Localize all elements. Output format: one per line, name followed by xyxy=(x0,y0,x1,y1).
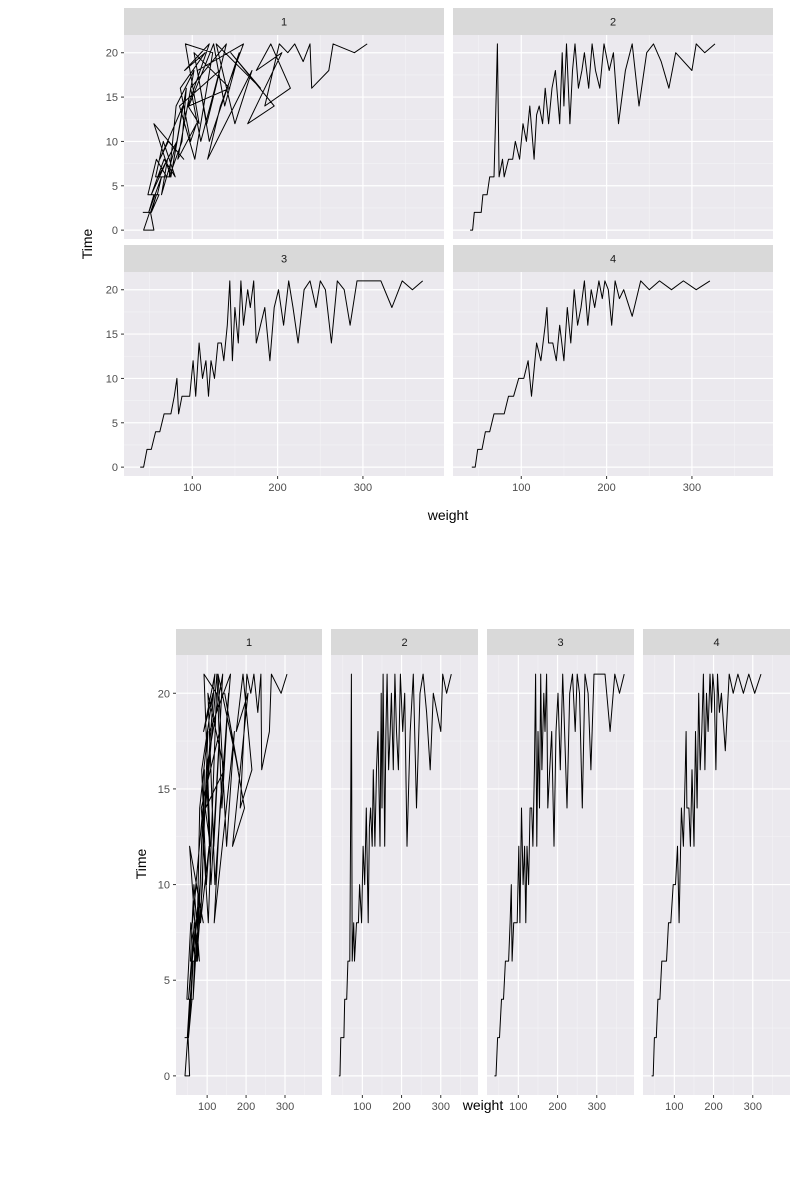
series-line-3 xyxy=(494,673,625,1077)
series-line-1 xyxy=(142,43,368,231)
facet-panel-3: 3 0 5 10 15 20 100 200 300 xyxy=(106,245,444,494)
x-axis-title: weight xyxy=(427,507,469,523)
facet-strip-label: 4 xyxy=(610,254,616,266)
panel-background xyxy=(487,655,634,1095)
y-axis-title: Time xyxy=(79,228,95,259)
facet-panel-3: 3 100 200 300 xyxy=(487,629,634,1113)
facet-strip xyxy=(643,629,790,655)
panel-background xyxy=(124,35,444,239)
series-line-4 xyxy=(651,673,762,1077)
facet-strip-label: 3 xyxy=(557,637,563,649)
facet-strip-label: 3 xyxy=(281,254,287,266)
panel-background xyxy=(124,272,444,476)
facet-strip-label: 1 xyxy=(246,637,252,649)
x-tick-label: 300 xyxy=(354,482,372,494)
facet-strip-label: 2 xyxy=(401,637,407,649)
series-line-4 xyxy=(471,280,711,468)
y-tick-label: 15 xyxy=(106,329,118,341)
x-tick-label: 200 xyxy=(392,1101,410,1113)
y-tick-label: 20 xyxy=(106,285,118,297)
series-line-1 xyxy=(184,673,288,1077)
x-axis-title: weight xyxy=(462,1097,504,1113)
y-tick-label: 15 xyxy=(106,92,118,104)
x-tick-label: 200 xyxy=(268,482,286,494)
facet-strip xyxy=(176,629,322,655)
y-tick-label: 5 xyxy=(112,181,118,193)
y-tick-label: 20 xyxy=(106,48,118,60)
panel-background xyxy=(331,655,478,1095)
x-tick-label: 300 xyxy=(432,1101,450,1113)
x-tick-label: 100 xyxy=(509,1101,527,1113)
panel-background xyxy=(453,35,773,239)
facet-panel-4: 4 100 200 300 xyxy=(453,245,773,494)
y-axis-title: Time xyxy=(133,848,149,879)
y-tick-label: 10 xyxy=(158,880,170,892)
series-line-2 xyxy=(338,673,452,1077)
series-line-2 xyxy=(470,43,716,231)
y-tick-label: 0 xyxy=(112,462,118,474)
facet-strip xyxy=(331,629,478,655)
facet-panel-2: 2 100 200 300 xyxy=(331,629,478,1113)
y-tick-label: 0 xyxy=(112,225,118,237)
facet-strip xyxy=(453,8,773,35)
x-tick-label: 200 xyxy=(548,1101,566,1113)
x-tick-label: 200 xyxy=(597,482,615,494)
x-tick-label: 100 xyxy=(353,1101,371,1113)
facet-strip xyxy=(487,629,634,655)
y-tick-label: 5 xyxy=(112,418,118,430)
x-tick-label: 300 xyxy=(588,1101,606,1113)
facet-strip-label: 2 xyxy=(610,17,616,29)
y-tick-label: 10 xyxy=(106,373,118,385)
y-tick-label: 15 xyxy=(158,784,170,796)
x-tick-label: 300 xyxy=(276,1101,294,1113)
facet-panel-2: 2 xyxy=(453,8,773,239)
y-tick-label: 5 xyxy=(164,975,170,987)
x-tick-label: 100 xyxy=(512,482,530,494)
series-line-3 xyxy=(140,280,424,468)
facet-strip-label: 1 xyxy=(281,17,287,29)
facet-strip xyxy=(124,8,444,35)
facet-strip xyxy=(453,245,773,272)
facet-panel-4: 4 100 200 300 xyxy=(643,629,790,1113)
y-tick-label: 0 xyxy=(164,1071,170,1083)
y-tick-label: 20 xyxy=(158,688,170,700)
x-tick-label: 300 xyxy=(683,482,701,494)
y-tick-label: 10 xyxy=(106,136,118,148)
x-tick-label: 100 xyxy=(665,1101,683,1113)
x-tick-label: 300 xyxy=(744,1101,762,1113)
x-tick-label: 100 xyxy=(183,482,201,494)
x-tick-label: 200 xyxy=(704,1101,722,1113)
facet-strip xyxy=(124,245,444,272)
facet-strip-label: 4 xyxy=(713,637,719,649)
x-tick-label: 200 xyxy=(237,1101,255,1113)
x-tick-label: 100 xyxy=(198,1101,216,1113)
